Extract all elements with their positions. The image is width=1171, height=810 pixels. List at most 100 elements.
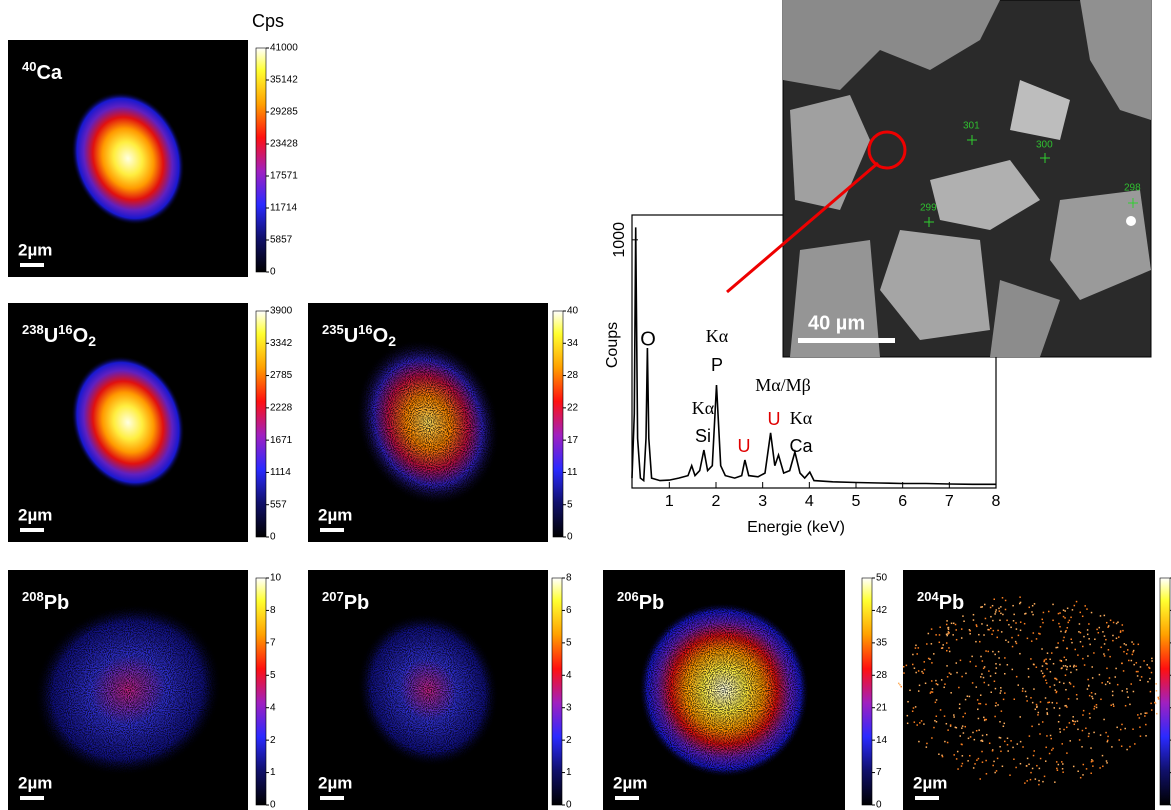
ion-label-part: Pb: [639, 592, 665, 614]
ion-count: [1059, 659, 1061, 662]
ion-count: [1139, 726, 1141, 728]
ion-count: [1103, 643, 1106, 645]
ion-count: [921, 670, 923, 673]
ion-count: [998, 607, 1000, 610]
ion-count: [987, 684, 990, 686]
ion-count: [999, 737, 1002, 739]
ion-count: [909, 689, 911, 692]
ion-count: [1090, 692, 1093, 694]
ion-count: [946, 620, 948, 622]
ion-count: [1052, 747, 1054, 750]
ion-count: [905, 664, 908, 667]
ion-count: [1090, 772, 1092, 775]
ion-count: [1112, 639, 1114, 642]
ion-count: [974, 763, 976, 765]
ion-count: [1061, 761, 1063, 763]
ion-count: [933, 653, 935, 655]
ion-count: [1079, 776, 1082, 779]
ion-count: [1035, 703, 1038, 706]
ion-count: [941, 647, 944, 649]
colorbar-label: 42: [876, 605, 888, 616]
ion-count: [1054, 677, 1056, 680]
ion-label: 207Pb: [322, 589, 369, 614]
ion-count: [1018, 602, 1021, 605]
ion-count: [1015, 766, 1017, 769]
ion-count: [915, 671, 917, 674]
ion-count: [1154, 702, 1157, 705]
ion-count: [938, 641, 941, 644]
ion-count: [1055, 690, 1058, 693]
ion-count: [1069, 740, 1071, 742]
ion-count: [994, 613, 996, 615]
ion-count: [1075, 600, 1078, 603]
ion-count: [1038, 767, 1041, 770]
ion-count: [1045, 658, 1047, 661]
colorbar-label: 1671: [270, 435, 293, 446]
ion-count: [979, 702, 982, 705]
ion-count: [972, 619, 975, 621]
ion-count: [935, 715, 938, 718]
ion-count: [941, 754, 943, 757]
ion-count: [1013, 758, 1015, 760]
ion-count: [1121, 662, 1123, 665]
ion-count: [985, 703, 987, 706]
ion-count: [1088, 638, 1090, 640]
ion-count: [953, 754, 955, 756]
colorbar-label: 3342: [270, 338, 293, 349]
ion-count: [1086, 608, 1088, 610]
ion-count: [1043, 674, 1046, 677]
ion-count: [1070, 638, 1072, 640]
colorbar-label: 8: [566, 573, 572, 584]
ion-count: [1036, 705, 1038, 708]
ion-count: [1148, 667, 1151, 669]
ion-count: [906, 714, 909, 717]
ion-count: [1053, 684, 1056, 686]
ion-count: [913, 667, 916, 669]
ion-count: [1058, 714, 1061, 717]
ion-count: [1006, 743, 1009, 746]
ion-count: [986, 624, 989, 627]
ion-count: [1062, 771, 1064, 773]
ion-count: [1004, 608, 1007, 611]
ion-count: [1097, 631, 1100, 634]
ion-count: [983, 681, 986, 684]
colorbar-label: 6: [566, 605, 572, 616]
ion-count: [1093, 705, 1096, 708]
ion-count: [936, 683, 939, 686]
noise: [308, 303, 548, 542]
ion-count: [1135, 662, 1138, 664]
ion-count: [1032, 613, 1034, 616]
ion-count: [1073, 604, 1076, 607]
ion-count: [1126, 748, 1128, 751]
ion-count: [987, 628, 989, 631]
ion-count: [1093, 652, 1095, 654]
ion-count: [959, 659, 962, 662]
ion-count: [1069, 665, 1071, 667]
ion-count: [1041, 648, 1043, 650]
ion-count: [1006, 737, 1009, 740]
ion-count: [1032, 754, 1035, 757]
ion-count: [1127, 696, 1129, 699]
ion-label-part: 235: [322, 322, 344, 337]
ion-count: [1019, 621, 1022, 623]
ion-count: [967, 737, 970, 740]
ion-count: [1055, 691, 1058, 694]
ion-label-part: 204: [917, 589, 939, 604]
ion-count: [1119, 728, 1122, 731]
ion-count: [1124, 704, 1127, 707]
ion-count: [1052, 603, 1054, 606]
colorbar-label: 7: [876, 767, 882, 778]
ion-count: [1082, 774, 1084, 776]
ion-count: [946, 665, 948, 667]
x-tick-label: 5: [852, 493, 861, 510]
ion-count: [1049, 671, 1052, 673]
ion-count: [1000, 612, 1002, 615]
ion-count: [1100, 698, 1102, 701]
ion-count: [1103, 635, 1106, 637]
ion-count: [964, 698, 967, 701]
peak-label: U: [768, 409, 781, 429]
ion-count: [1046, 712, 1048, 714]
ion-count: [1041, 618, 1043, 621]
ion-count: [981, 739, 983, 742]
ion-count: [985, 733, 988, 736]
